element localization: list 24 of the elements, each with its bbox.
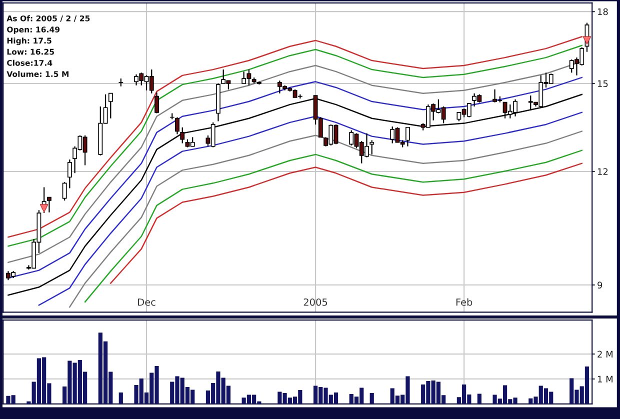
y-tick-label: 9 — [598, 282, 602, 289]
y-tick-label: 2 M — [598, 350, 612, 358]
bar — [370, 392, 374, 404]
x-tick-label: Feb — [456, 298, 472, 306]
y-tick-label: 15 — [598, 80, 608, 88]
candlestick — [67, 158, 72, 189]
candlestick — [108, 92, 113, 119]
line-series — [69, 130, 582, 308]
line-series — [110, 162, 582, 284]
x-tick-label: Dec — [138, 298, 156, 306]
candlestick — [180, 126, 185, 144]
candlestick — [406, 126, 410, 147]
candlestick — [154, 92, 159, 114]
y-tick-label: 18 — [598, 8, 608, 16]
candlestick — [370, 140, 374, 156]
bar — [477, 394, 482, 404]
y-tick-label: 12 — [598, 168, 608, 175]
candlestick — [62, 182, 67, 202]
y-tick-label: 1 M — [598, 376, 612, 382]
line-series — [38, 112, 582, 306]
candlestick — [175, 116, 180, 135]
bar — [118, 392, 123, 404]
candlestick — [46, 196, 52, 213]
x-tick-label: 2005 — [304, 298, 328, 306]
